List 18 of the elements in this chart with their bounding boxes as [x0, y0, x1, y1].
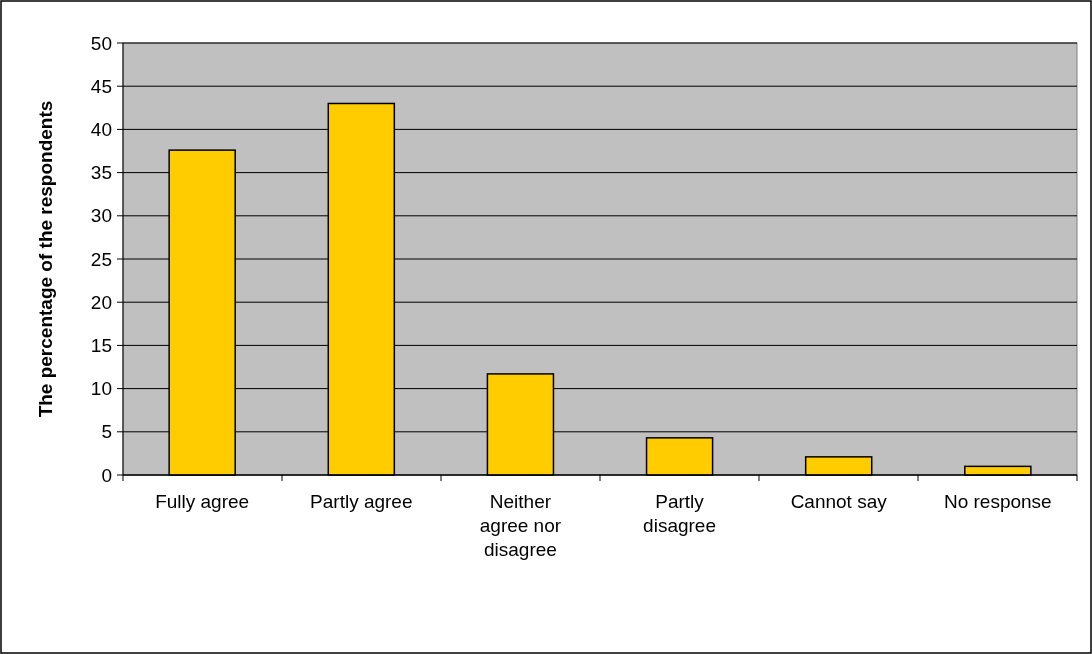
y-tick-label: 50 — [90, 32, 112, 54]
y-tick-label: 15 — [90, 335, 112, 357]
x-tick-label: No response — [943, 491, 1052, 512]
y-tick-label: 20 — [90, 291, 112, 313]
x-tick-label: Neither agree nor disagree — [479, 491, 562, 560]
y-tick-label: 45 — [90, 75, 112, 97]
y-tick-label: 40 — [90, 119, 112, 141]
x-tick-label: Partly disagree — [643, 491, 717, 536]
y-tick-label: 5 — [101, 421, 112, 443]
y-tick-label: 30 — [90, 205, 112, 227]
y-tick-label: 0 — [101, 464, 112, 486]
y-tick-label: 10 — [90, 378, 112, 400]
x-tick-label: Partly agree — [310, 491, 413, 512]
x-tick-label: Fully agree — [155, 491, 250, 512]
y-axis-title: The percentage of the respondents — [35, 100, 56, 418]
y-tick-label: 35 — [90, 162, 112, 184]
x-tick-label: Cannot say — [790, 491, 888, 512]
y-tick-label: 25 — [90, 248, 112, 270]
